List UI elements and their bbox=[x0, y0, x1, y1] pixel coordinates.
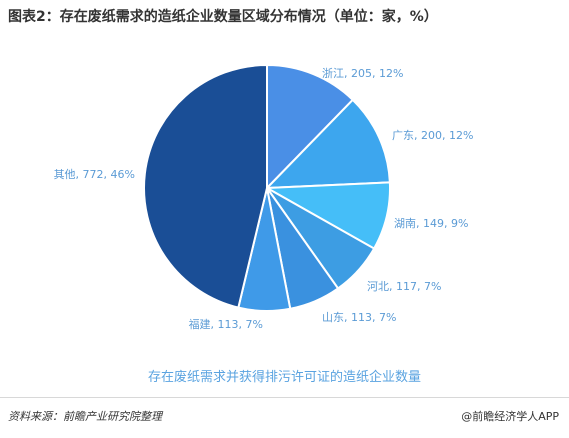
pie-slice-1 bbox=[266, 63, 355, 191]
slice-label-5: 山东, 113, 7% bbox=[322, 311, 396, 324]
brand-watermark: @前瞻经济学人APP bbox=[461, 410, 559, 423]
slice-label-3: 湖南, 149, 9% bbox=[394, 217, 468, 230]
slice-label-2: 广东, 200, 12% bbox=[392, 129, 473, 142]
pie-slice-7 bbox=[143, 63, 268, 309]
chart-title: 图表2：存在废纸需求的造纸企业数量区域分布情况（单位：家，%） bbox=[8, 9, 438, 25]
footer-divider bbox=[0, 397, 569, 398]
slice-label-6: 福建, 113, 7% bbox=[189, 317, 263, 331]
slice-label-4: 河北, 117, 7% bbox=[367, 280, 441, 293]
chart-subtitle: 存在废纸需求并获得排污许可证的造纸企业数量 bbox=[147, 370, 421, 385]
slice-label-1: 浙江, 205, 12% bbox=[322, 67, 403, 80]
pie-slice-2 bbox=[264, 98, 391, 190]
slice-label-7: 其他, 772, 46% bbox=[54, 168, 135, 181]
source-note: 资料来源：前瞻产业研究院整理 bbox=[8, 410, 162, 423]
